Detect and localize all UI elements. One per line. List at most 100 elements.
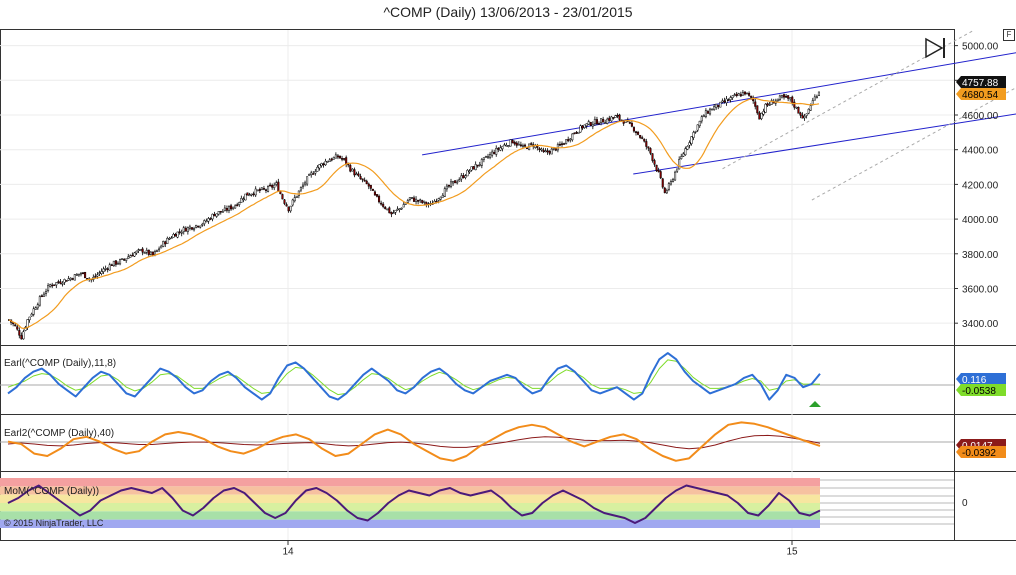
candle-body	[813, 96, 816, 101]
candle-body	[47, 285, 50, 291]
candle-body	[230, 205, 233, 210]
candle-body	[133, 252, 136, 257]
candle-body	[355, 173, 358, 176]
candle-body	[369, 184, 372, 189]
candle-body	[38, 296, 41, 306]
candle-body	[507, 145, 510, 147]
candle-body	[556, 144, 559, 151]
candle-body	[69, 277, 72, 280]
candle-body	[663, 187, 666, 193]
candle-body	[121, 258, 124, 260]
scroll-to-end-icon[interactable]	[925, 37, 945, 59]
candle-body	[696, 124, 699, 131]
candle-body	[164, 241, 167, 245]
candle-body	[778, 95, 781, 100]
candle-body	[719, 101, 722, 108]
candle-body	[647, 146, 650, 149]
candle-body	[22, 331, 25, 340]
candle-body	[501, 146, 504, 150]
price-tick-label: 4000.00	[962, 215, 999, 226]
candle-body	[184, 227, 187, 232]
candle-body	[606, 118, 609, 124]
candle-body	[441, 195, 444, 198]
svg-text:-0.0392: -0.0392	[962, 448, 996, 459]
candle-body	[215, 213, 218, 217]
candle-body	[618, 114, 621, 120]
candle-body	[801, 114, 804, 119]
candle-body	[26, 319, 29, 328]
candle-body	[655, 164, 658, 171]
candle-body	[400, 207, 403, 210]
candle-body	[667, 183, 670, 190]
candle-body	[489, 153, 492, 158]
candle-body	[713, 106, 716, 110]
candle-body	[616, 114, 619, 117]
candle-body	[301, 184, 305, 188]
candle-body	[116, 262, 120, 265]
candle-body	[415, 198, 418, 202]
earl2-main-tag: -0.0392	[956, 446, 1006, 459]
candle-body	[156, 249, 159, 252]
candle-body	[61, 283, 64, 285]
candle-body	[803, 116, 806, 119]
candle-body	[567, 139, 570, 142]
candle-body	[182, 227, 185, 232]
candle-body	[708, 108, 712, 115]
candle-body	[750, 95, 753, 98]
candle-body	[53, 284, 56, 286]
candle-body	[486, 156, 490, 158]
candle-body	[704, 110, 707, 117]
candle-body	[336, 155, 339, 158]
candle-body	[711, 108, 714, 111]
candle-body	[343, 158, 346, 160]
signal-arrow	[809, 401, 821, 407]
candle-body	[40, 295, 43, 297]
candle-body	[188, 226, 191, 229]
candle-body	[614, 115, 617, 118]
candle-body	[542, 149, 545, 152]
candle-body	[577, 131, 580, 134]
price-tick-label: 4400.00	[962, 146, 999, 157]
candle-body	[328, 159, 331, 162]
candle-body	[443, 188, 446, 197]
candle-body	[178, 231, 181, 233]
candle-body	[540, 148, 543, 151]
sma-value-tag: 4680.54	[956, 88, 1006, 101]
candle-body	[238, 202, 241, 205]
candle-body	[597, 123, 601, 125]
candle-body	[583, 124, 586, 128]
candle-body	[18, 330, 21, 336]
candle-body	[639, 135, 642, 138]
candle-body	[114, 260, 117, 265]
candle-body	[497, 147, 500, 150]
candle-body	[396, 208, 399, 211]
candle-body	[523, 144, 527, 147]
candle-body	[560, 143, 564, 145]
channel-line	[633, 113, 1016, 175]
candle-body	[174, 234, 177, 237]
candle-body	[306, 176, 309, 185]
mom-band	[0, 478, 820, 487]
candle-body	[493, 152, 496, 154]
candle-body	[462, 175, 465, 179]
earl-panel-title: Earl(^COMP (Daily),11,8)	[4, 358, 116, 369]
candle-body	[112, 260, 115, 266]
candle-body	[359, 176, 362, 180]
candle-body	[657, 169, 660, 173]
candle-body	[472, 166, 475, 170]
candle-body	[439, 196, 442, 200]
candle-body	[653, 160, 656, 165]
float-toggle-button[interactable]: F	[1003, 29, 1015, 41]
candle-body	[386, 208, 389, 211]
candle-body	[454, 180, 457, 184]
candle-body	[762, 111, 765, 115]
candle-body	[82, 272, 85, 275]
candle-body	[199, 225, 202, 228]
candle-body	[766, 103, 769, 106]
candle-body	[310, 172, 313, 176]
candle-body	[550, 148, 553, 155]
candle-body	[634, 131, 638, 133]
candle-body	[628, 122, 631, 124]
candle-body	[435, 200, 438, 203]
